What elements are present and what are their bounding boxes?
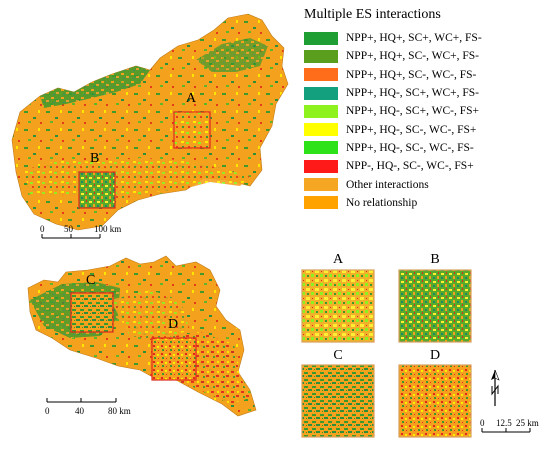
legend-item: NPP-, HQ-, SC-, WC-, FS+ [304, 157, 544, 175]
legend-item-label: NPP+, HQ-, SC-, WC-, FS- [346, 141, 474, 154]
top-map-scale-bar [41, 234, 101, 239]
legend-item: No relationship [304, 194, 544, 212]
legend-item: NPP+, HQ-, SC+, WC+, FS- [304, 84, 544, 102]
bottom-map-scale-bar [46, 398, 117, 403]
legend-item-label: NPP+, HQ+, SC-, WC-, FS- [346, 68, 477, 81]
legend-item-label: NPP+, HQ-, SC+, WC+, FS- [346, 87, 479, 100]
legend-swatch [304, 178, 338, 192]
zoom-scale-tick-25: 25 km [516, 418, 539, 428]
top-map-label-a: A [186, 91, 197, 106]
legend: Multiple ES interactions NPP+, HQ+, SC+,… [304, 6, 544, 212]
north-arrow-icon [491, 369, 500, 406]
legend-item-label: Other interactions [346, 178, 429, 191]
bottom-map-mixed-center [110, 290, 190, 340]
legend-swatch [304, 49, 338, 63]
zoom-panel-label-b: B [430, 252, 440, 267]
legend-swatch [304, 141, 338, 155]
top-map-box-b [78, 171, 116, 209]
legend-item: NPP+, HQ-, SC-, WC-, FS- [304, 139, 544, 157]
bottom-map-box-d [151, 337, 197, 381]
legend-item-label: NPP+, HQ-, SC-, WC-, FS+ [346, 123, 477, 136]
bottom-map-box-c [70, 292, 114, 333]
top-map-box-a [173, 111, 211, 149]
top-scale-tick-0: 0 [40, 224, 45, 234]
legend-items: NPP+, HQ+, SC+, WC+, FS- NPP+, HQ+, SC-, … [304, 29, 544, 212]
top-map-green-band [40, 66, 150, 108]
legend-item-label: NPP-, HQ-, SC-, WC-, FS+ [346, 160, 474, 173]
legend-item-label: NPP+, HQ+, SC+, WC+, FS- [346, 32, 482, 45]
legend-item: NPP+, HQ+, SC-, WC-, FS- [304, 66, 544, 84]
zoom-scale-tick-12-5: 12.5 [496, 418, 512, 428]
legend-item: NPP+, HQ+, SC-, WC+, FS- [304, 47, 544, 65]
top-map [11, 13, 289, 239]
legend-swatch [304, 68, 338, 82]
legend-item-label: No relationship [346, 196, 418, 209]
legend-item: NPP+, HQ-, SC-, WC-, FS+ [304, 120, 544, 138]
zoom-panel-label-d: D [429, 348, 441, 363]
zoom-panel-label-a: A [332, 252, 344, 267]
zoom-scale-bar [481, 428, 531, 433]
legend-title: Multiple ES interactions [304, 7, 441, 22]
top-scale-tick-50: 50 [64, 224, 73, 234]
legend-swatch [304, 159, 338, 173]
zoom-panel-a [301, 269, 375, 343]
zoom-panel-b [398, 269, 472, 343]
zoom-panel-c [301, 364, 375, 438]
legend-swatch [304, 104, 338, 118]
legend-swatch [304, 196, 338, 210]
top-scale-tick-100: 100 km [94, 224, 122, 234]
legend-swatch [304, 86, 338, 100]
bottom-scale-tick-40: 40 [75, 406, 84, 416]
top-map-label-b: B [90, 151, 100, 166]
bottom-map [27, 255, 257, 417]
legend-swatch [304, 31, 338, 45]
zoom-panel-d [398, 364, 472, 438]
legend-item-label: NPP+, HQ+, SC-, WC+, FS- [346, 50, 479, 63]
legend-swatch [304, 123, 338, 137]
legend-item: Other interactions [304, 175, 544, 193]
bottom-scale-tick-80: 80 km [108, 406, 131, 416]
legend-item: NPP+, HQ-, SC+, WC-, FS+ [304, 102, 544, 120]
bottom-map-label-d: D [168, 317, 179, 332]
zoom-scale-tick-0: 0 [480, 418, 485, 428]
bottom-scale-tick-0: 0 [45, 406, 50, 416]
bottom-map-label-c: C [86, 273, 96, 288]
top-map-green-hills [196, 38, 268, 72]
legend-item: NPP+, HQ+, SC+, WC+, FS- [304, 29, 544, 47]
legend-item-label: NPP+, HQ-, SC+, WC-, FS+ [346, 105, 479, 118]
zoom-panel-label-c: C [333, 348, 343, 363]
